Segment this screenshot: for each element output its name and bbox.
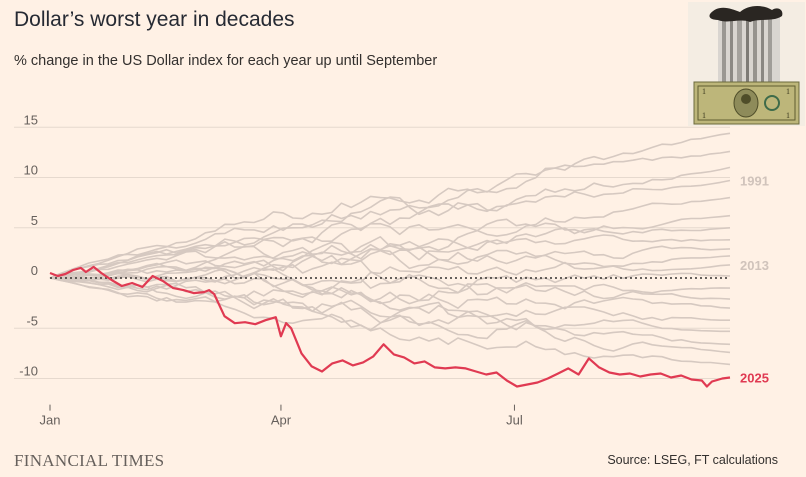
year-series-line: [49, 268, 731, 305]
svg-text:1: 1: [702, 87, 706, 96]
x-tick-label: Apr: [271, 413, 292, 428]
svg-text:1: 1: [786, 87, 790, 96]
publisher-logo: FINANCIAL TIMES: [14, 451, 165, 470]
svg-text:1: 1: [786, 111, 790, 120]
year-series-line: [49, 150, 731, 279]
year-series-line: [49, 277, 731, 354]
source-note: Source: LSEG, FT calculations: [607, 453, 778, 467]
year-series-line: [49, 245, 731, 279]
svg-text:1: 1: [702, 111, 706, 120]
y-tick-label: -5: [26, 313, 38, 328]
y-tick-label: 0: [31, 263, 38, 278]
year-series-line: [49, 179, 731, 279]
year-series-line: [49, 234, 731, 279]
year-series-line: [49, 196, 731, 279]
dollar-bill-image: 1 1 1 1: [693, 81, 800, 125]
series-label-1991: 1991: [740, 174, 769, 189]
year-series-line: [49, 261, 731, 286]
dripping-ink-image: [709, 6, 783, 90]
year-series-line: [49, 277, 731, 310]
y-tick-label: 15: [24, 112, 38, 127]
year-series-line: [49, 277, 731, 366]
chart-title: Dollar’s worst year in decades: [14, 8, 295, 31]
dollar-bill-thumbnail: 1 1 1 1: [688, 2, 805, 126]
y-tick-label: -10: [19, 364, 38, 379]
chart-subtitle: % change in the US Dollar index for each…: [14, 53, 438, 69]
year-series-line: [49, 277, 730, 333]
year-series-line: [49, 227, 731, 279]
year-series-line: [49, 277, 731, 346]
year-series-line: [49, 248, 731, 279]
x-tick-label: Jan: [40, 413, 61, 428]
y-tick-label: 10: [24, 163, 38, 178]
y-tick-label: 5: [31, 213, 38, 228]
series-label-2025: 2025: [740, 370, 769, 385]
year-series-line: [49, 132, 731, 279]
year-series-line: [49, 166, 731, 279]
x-tick-label: Jul: [506, 413, 523, 428]
year-series-line: [49, 277, 730, 322]
series-label-2013: 2013: [740, 258, 769, 273]
series-2025-line: [49, 265, 731, 388]
